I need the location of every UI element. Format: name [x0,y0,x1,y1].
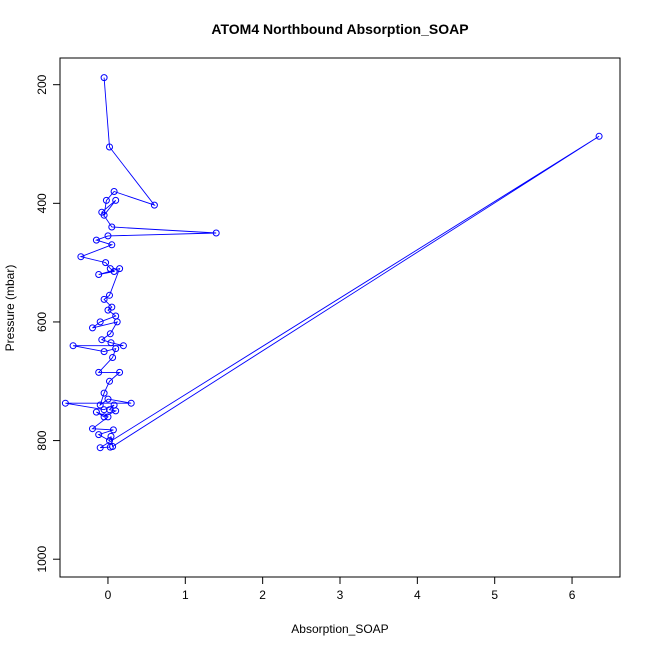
data-point [116,368,124,376]
data-point [110,188,118,195]
data-point [104,306,112,314]
data-point [108,241,116,249]
x-tick-label: 2 [259,588,266,602]
y-tick-label: 800 [35,430,49,450]
data-point [96,401,104,409]
data-point [96,318,104,326]
data-point [119,342,127,350]
data-point [127,399,135,407]
data-point [106,437,113,445]
x-tick-label: 6 [569,588,576,602]
data-point [112,407,120,415]
data-point [106,143,113,151]
data-point [98,336,106,344]
data-point [107,432,115,440]
data-point [107,339,115,347]
y-axis-label: Pressure (mbar) [3,265,17,352]
data-point [95,368,103,376]
data-point [109,426,117,434]
data-point [102,259,110,267]
data-point [112,345,120,353]
chart-title: ATOM4 Northbound Absorption_SOAP [211,21,468,37]
data-point [89,324,96,332]
x-tick-label: 1 [182,588,189,602]
data-point [110,268,118,275]
data-point [100,406,108,414]
plot-frame [59,57,621,578]
data-point [150,201,158,209]
data-point [106,443,114,451]
y-tick-label: 400 [35,193,49,213]
data-point [92,236,100,244]
x-tick-label: 3 [337,588,344,602]
data-point [108,223,116,231]
data-point [595,132,603,140]
data-point [61,399,69,407]
x-tick-label: 5 [491,588,498,602]
data-point [212,229,220,237]
x-tick-label: 0 [105,588,112,602]
data-point [89,425,96,433]
data-point [100,295,108,303]
series-group [61,74,603,452]
data-point [98,208,106,216]
data-point [113,318,121,326]
x-tick-label: 4 [414,588,421,602]
data-point [104,395,112,403]
x-axis: 0 1 2 3 4 5 6 [105,577,576,602]
y-tick-label: 200 [35,74,49,94]
series-line [65,77,600,449]
data-point [106,377,113,385]
data-point [77,253,85,261]
y-tick-label: 600 [35,312,49,332]
data-point [100,413,108,421]
y-tick-label: 1000 [35,546,49,573]
data-point [100,389,108,397]
data-point [69,342,77,350]
data-point [102,196,110,204]
data-point [106,330,114,338]
data-point [100,74,108,82]
data-point [95,271,103,278]
data-point [106,291,113,299]
data-point [112,196,120,204]
data-point [116,265,124,273]
x-axis-label: Absorption_SOAP [291,622,388,636]
data-point [109,354,117,361]
data-point [92,408,100,416]
data-point [104,413,112,421]
data-point [100,348,108,356]
data-point [104,232,112,240]
y-axis: 200 400 600 800 1000 [35,74,60,573]
data-point [96,444,104,452]
data-point [95,431,103,439]
